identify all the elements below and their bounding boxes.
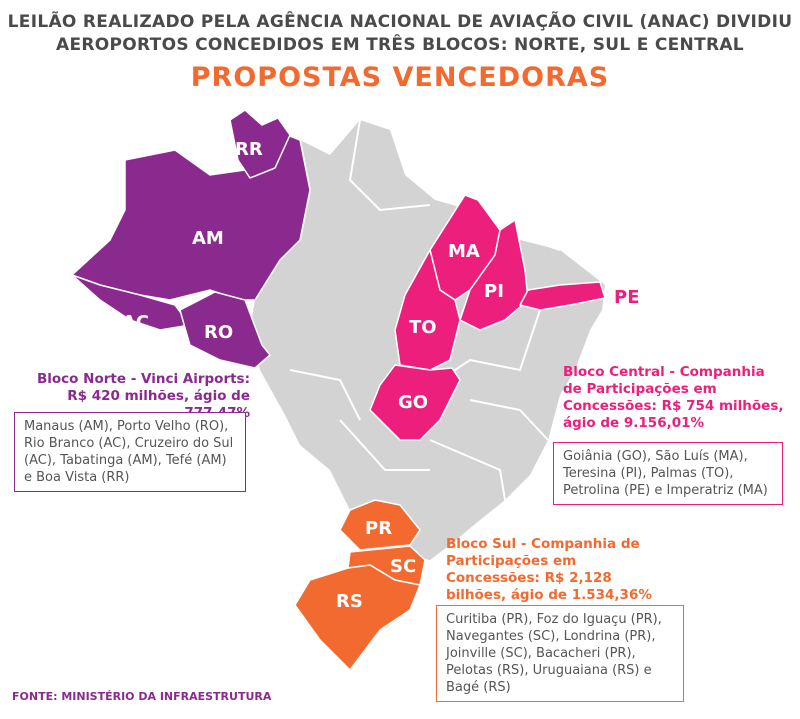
central-airports-box: Goiânia (GO), São Luís (MA), Teresina (P…: [553, 442, 783, 505]
label-pi: PI: [484, 281, 504, 302]
label-ma: MA: [448, 241, 480, 262]
sul-heading: Bloco Sul - Companhia de Participações e…: [446, 536, 652, 603]
label-rs: RS: [336, 591, 363, 612]
label-am: AM: [192, 228, 224, 249]
central-heading: Bloco Central - Companhia de Participaçõ…: [563, 364, 784, 431]
title-line-1: LEILÃO REALIZADO PELA AGÊNCIA NACIONAL D…: [7, 12, 793, 32]
sul-airports-box: Curitiba (PR), Foz do Iguaçu (PR), Naveg…: [436, 605, 684, 702]
state-pi: [459, 218, 529, 331]
label-ro: RO: [204, 322, 233, 343]
label-to: TO: [409, 317, 437, 338]
state-rr: [229, 109, 291, 179]
state-rs: [294, 564, 422, 672]
label-rr: RR: [235, 139, 263, 160]
state-to: [394, 247, 461, 371]
state-go: [369, 364, 461, 441]
norte-airports-box: Manaus (AM), Porto Velho (RO), Rio Branc…: [14, 412, 246, 492]
label-sc: SC: [390, 556, 416, 577]
state-pr: [339, 499, 421, 551]
label-ac: AC: [122, 312, 149, 333]
title-line-2: AEROPORTOS CONCEDIDOS EM TRÊS BLOCOS: NO…: [56, 35, 744, 55]
source-note: FONTE: MINISTÉRIO DA INFRAESTRUTURA: [12, 690, 272, 703]
label-pr: PR: [365, 518, 392, 539]
state-pe: [518, 281, 606, 311]
state-ro: [179, 291, 272, 369]
label-pe: PE: [614, 287, 640, 308]
label-go: GO: [398, 392, 428, 413]
subtitle: PROPOSTAS VENCEDORAS: [190, 62, 610, 93]
